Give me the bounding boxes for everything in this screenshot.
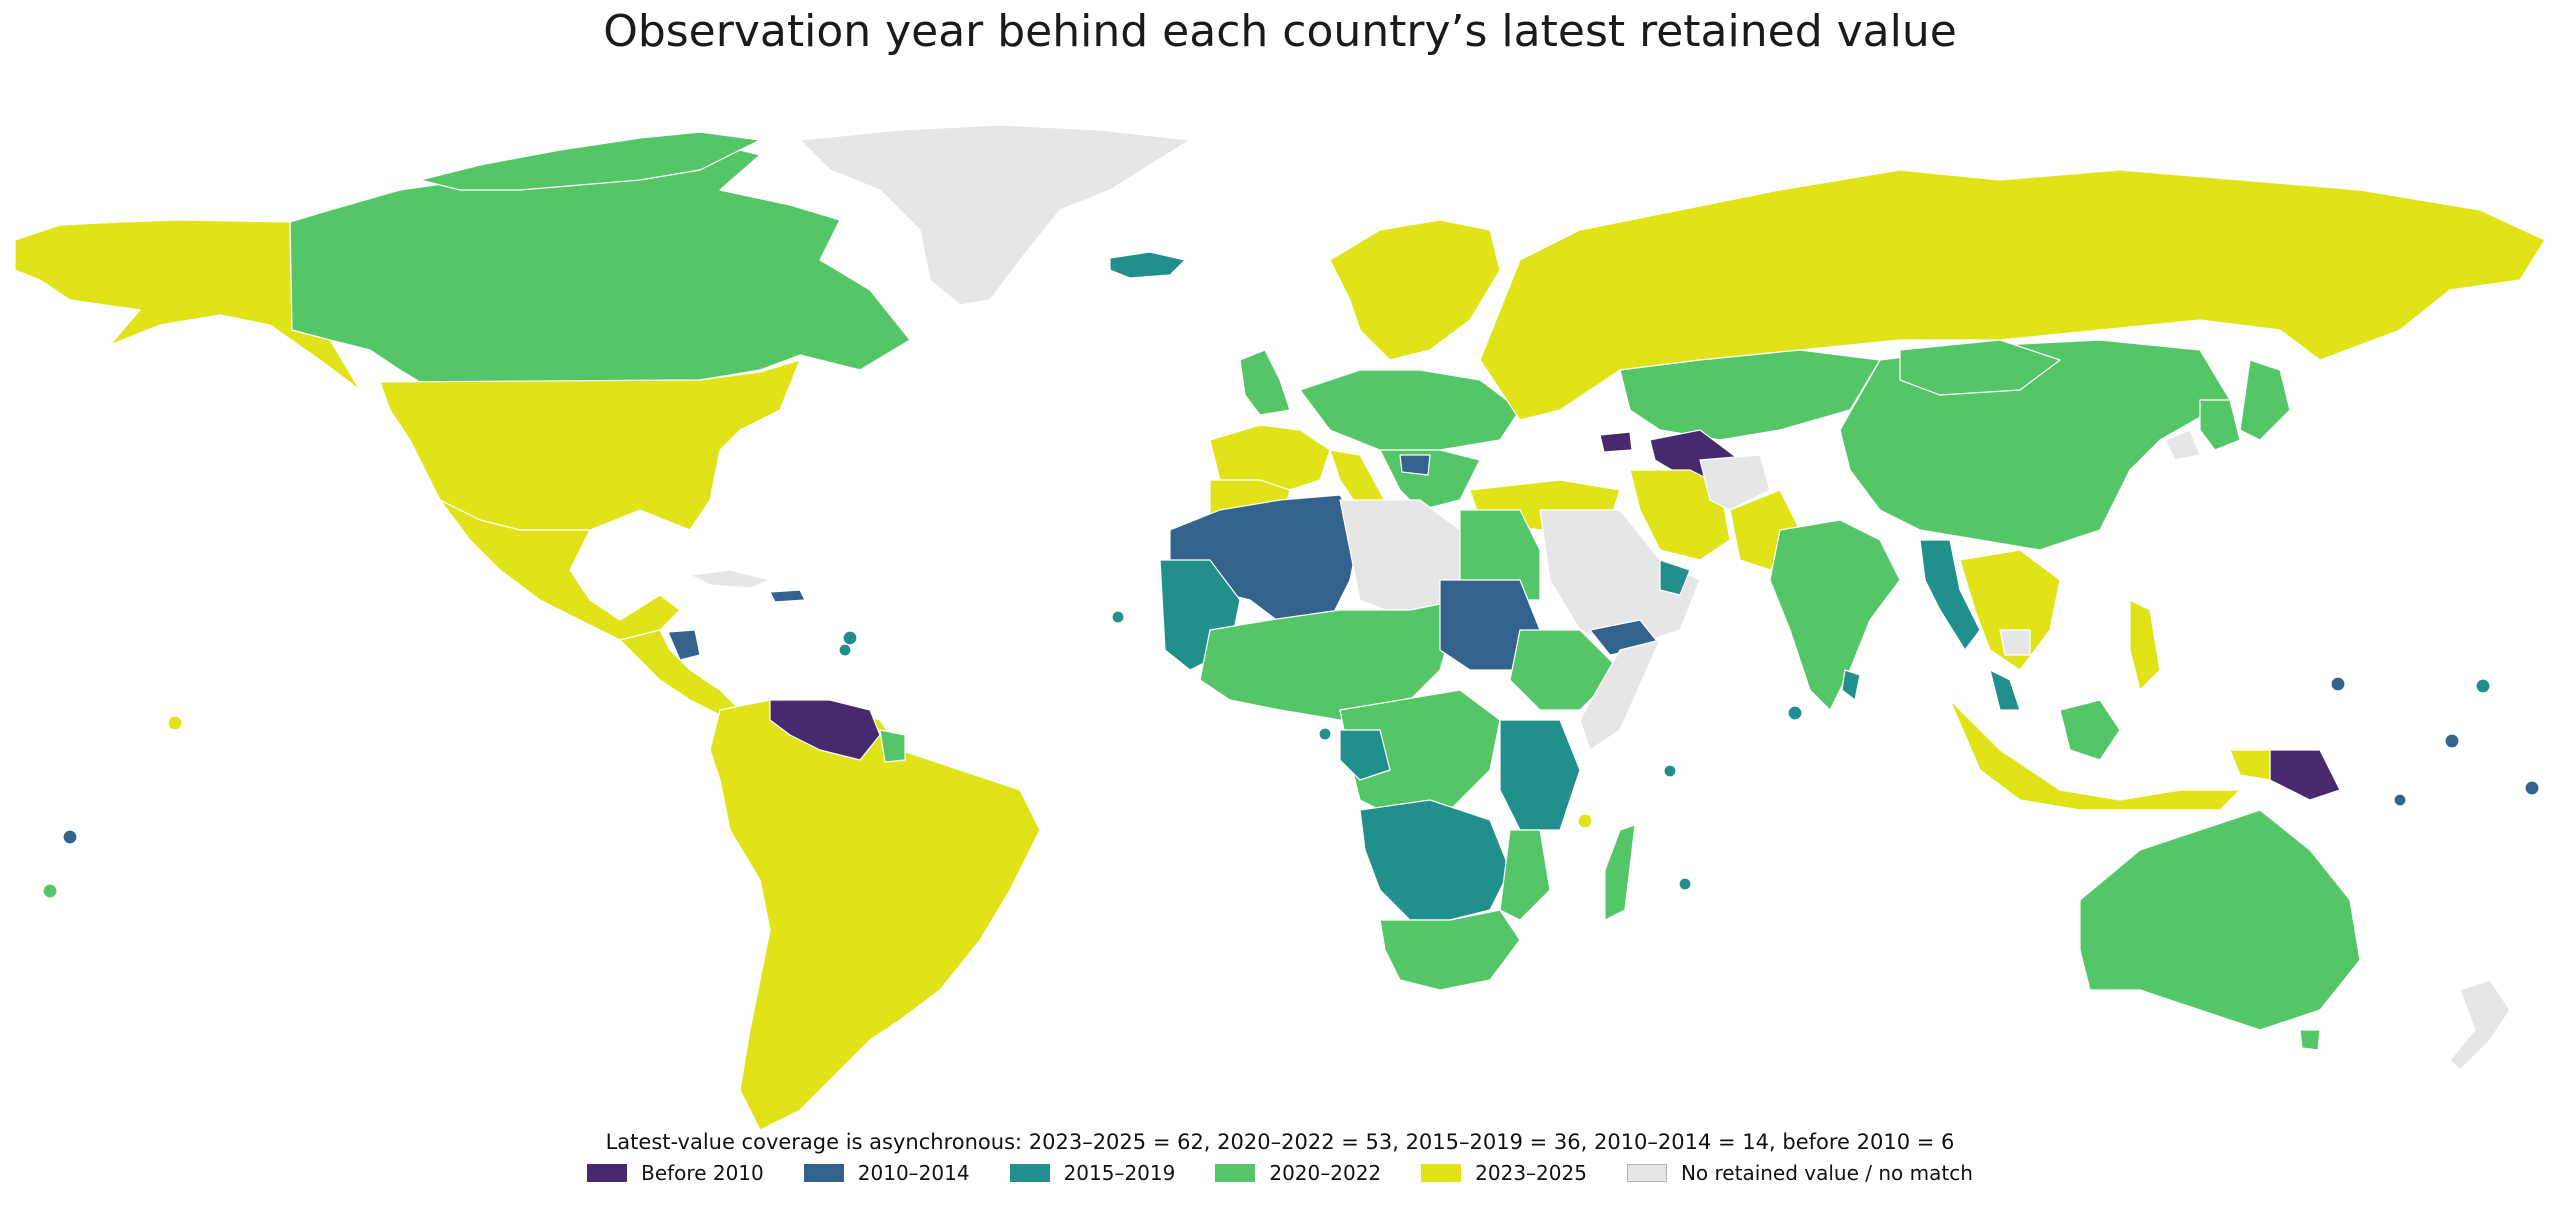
region-hispaniola[interactable]: [769, 589, 806, 603]
legend-swatch: [1009, 1164, 1050, 1182]
legend: Before 2010 2010–2014 2015–2019 2020–202…: [0, 1161, 2560, 1185]
region-east-africa[interactable]: [1499, 719, 1581, 831]
island-solomon[interactable]: [2393, 793, 2407, 807]
region-papua-new-guinea[interactable]: [2269, 749, 2341, 801]
region-new-zealand[interactable]: [2449, 979, 2511, 1071]
region-greenland[interactable]: [799, 124, 1191, 306]
legend-item-2015-2019: 2015–2019: [1009, 1161, 1176, 1185]
island-seychelles[interactable]: [1787, 705, 1803, 721]
region-venezuela[interactable]: [769, 699, 881, 761]
island-pacific-2[interactable]: [42, 883, 58, 899]
region-usa[interactable]: [379, 359, 801, 531]
island-caribbean-1[interactable]: [842, 630, 858, 646]
legend-item-2010-2014: 2010–2014: [803, 1161, 970, 1185]
region-malaysia[interactable]: [1989, 669, 2021, 711]
region-cuba[interactable]: [689, 569, 771, 589]
legend-label: 2020–2022: [1269, 1161, 1382, 1185]
region-central-europe[interactable]: [1299, 369, 1521, 451]
island-kiribati[interactable]: [2524, 780, 2540, 796]
region-alaska[interactable]: [14, 219, 361, 391]
legend-label: No retained value / no match: [1680, 1161, 1973, 1185]
legend-item-before-2010: Before 2010: [587, 1161, 764, 1185]
region-iran[interactable]: [1629, 469, 1731, 561]
region-canada-islands[interactable]: [419, 131, 761, 191]
region-west-papua[interactable]: [2229, 749, 2271, 781]
legend-swatch: [587, 1164, 628, 1182]
region-uk[interactable]: [1239, 349, 1291, 416]
region-korea-japan[interactable]: [2199, 359, 2291, 451]
region-gabon-congo[interactable]: [1339, 729, 1391, 781]
legend-swatch: [1626, 1164, 1667, 1182]
legend-item-2023-2025: 2023–2025: [1421, 1161, 1587, 1185]
island-comoros[interactable]: [1577, 813, 1593, 829]
legend-swatch: [803, 1164, 844, 1182]
island-sao-tome[interactable]: [1318, 727, 1332, 741]
island-marshall[interactable]: [2475, 678, 2491, 694]
region-ethiopia[interactable]: [1509, 629, 1621, 711]
region-cambodia[interactable]: [1999, 629, 2031, 656]
region-afghanistan[interactable]: [1699, 454, 1771, 511]
region-india[interactable]: [1769, 519, 1901, 711]
region-kazakhstan[interactable]: [1619, 349, 1881, 441]
legend-swatch: [1215, 1164, 1256, 1182]
island-cape-verde[interactable]: [1111, 610, 1125, 624]
region-central-america[interactable]: [619, 629, 741, 716]
island-palau[interactable]: [2330, 676, 2346, 692]
region-scandinavia[interactable]: [1329, 219, 1501, 361]
region-oman[interactable]: [1659, 559, 1691, 596]
legend-item-no-data: No retained value / no match: [1626, 1161, 1973, 1185]
region-philippines[interactable]: [2129, 599, 2161, 691]
region-nicaragua[interactable]: [667, 629, 701, 661]
legend-label: 2010–2014: [857, 1161, 970, 1185]
region-serbia[interactable]: [1399, 454, 1431, 476]
region-central-africa[interactable]: [1339, 689, 1501, 821]
island-caribbean-2[interactable]: [838, 643, 852, 657]
island-reunion[interactable]: [1678, 877, 1692, 891]
region-mexico[interactable]: [439, 499, 681, 641]
region-iceland[interactable]: [1109, 251, 1186, 279]
map-title: Observation year behind each country’s l…: [603, 6, 1957, 57]
region-indochina[interactable]: [1959, 549, 2061, 671]
legend-label: 2015–2019: [1063, 1161, 1176, 1185]
region-arabia[interactable]: [1539, 509, 1701, 651]
region-southern-africa[interactable]: [1359, 799, 1511, 921]
world-choropleth-map: [14, 124, 2546, 1130]
region-somalia[interactable]: [1579, 639, 1661, 751]
region-south-america[interactable]: [709, 699, 1041, 1130]
legend-label: 2023–2025: [1475, 1161, 1587, 1185]
region-sahel[interactable]: [1199, 599, 1461, 721]
island-hawaii[interactable]: [167, 715, 183, 731]
region-guyana-suriname[interactable]: [879, 729, 906, 763]
region-myanmar[interactable]: [1919, 539, 1981, 651]
region-tasmania[interactable]: [2299, 1029, 2321, 1051]
region-australia[interactable]: [2079, 809, 2361, 1031]
region-madagascar[interactable]: [1604, 824, 1636, 921]
coverage-note: Latest-value coverage is asynchronous: 2…: [605, 1130, 1955, 1154]
region-mongolia[interactable]: [1899, 339, 2061, 396]
region-armenia-az[interactable]: [1599, 431, 1633, 453]
region-indonesia[interactable]: [1949, 699, 2241, 811]
legend-item-2020-2022: 2020–2022: [1215, 1161, 1381, 1185]
legend-label: Before 2010: [641, 1161, 764, 1185]
region-n-korea[interactable]: [2164, 429, 2201, 461]
region-borneo[interactable]: [2059, 699, 2121, 761]
legend-swatch: [1421, 1164, 1462, 1182]
region-south-africa[interactable]: [1379, 909, 1521, 991]
island-tuvalu[interactable]: [2444, 733, 2460, 749]
island-pacific-1[interactable]: [62, 829, 78, 845]
island-mauritius[interactable]: [1663, 764, 1677, 778]
region-mozambique[interactable]: [1499, 829, 1551, 921]
region-sri-lanka[interactable]: [1841, 669, 1861, 701]
